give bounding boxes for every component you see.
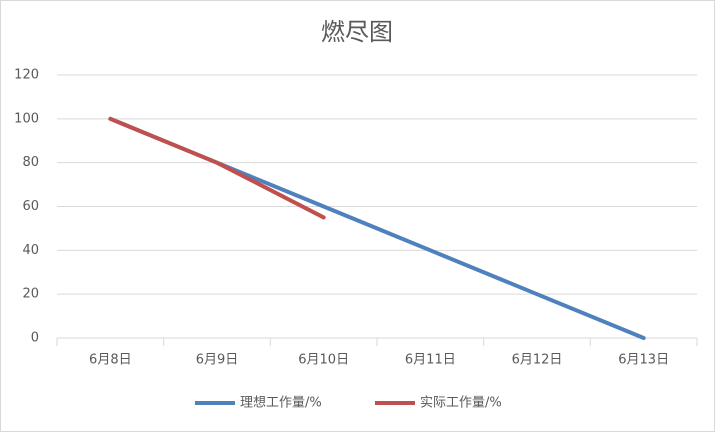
y-tick-label: 60 [22,199,39,214]
y-tick-label: 40 [22,243,39,258]
y-tick-label: 20 [22,287,39,302]
x-tick-label: 6月8日 [89,353,132,368]
x-tick-label: 6月9日 [196,353,239,368]
y-tick-label: 100 [14,111,39,126]
y-tick-label: 0 [31,331,39,346]
y-tick-label: 80 [22,155,39,170]
x-tick-label: 6月13日 [618,353,669,368]
line-series [108,116,326,220]
x-tick-label: 6月12日 [512,353,563,368]
chart-title: 燃尽图 [321,18,393,46]
legend-label: 理想工作量/% [240,395,322,411]
x-tick-label: 6月11日 [405,353,456,368]
y-tick-label: 120 [14,68,39,83]
x-tick-label: 6月10日 [298,353,349,368]
legend-label: 实际工作量/% [420,396,502,411]
